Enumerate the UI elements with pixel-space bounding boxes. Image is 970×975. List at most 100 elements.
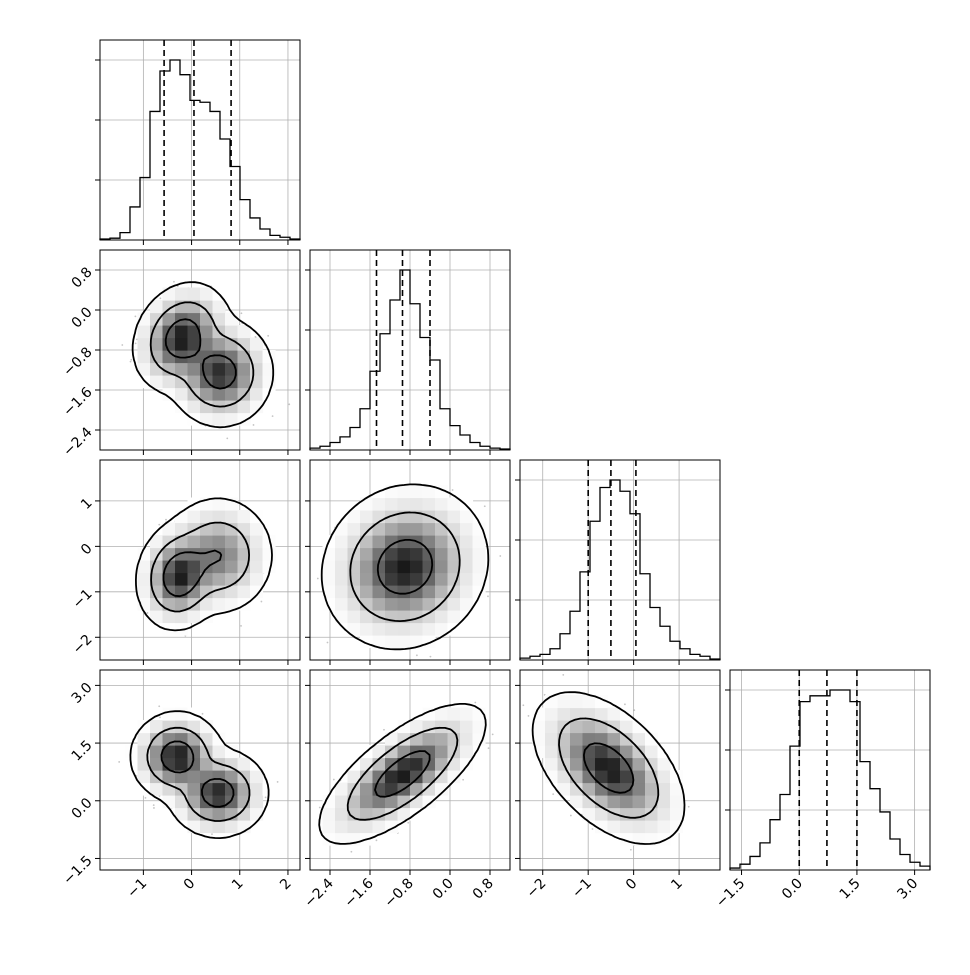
density-cell <box>163 375 176 388</box>
density-cell <box>385 635 398 648</box>
panel-content <box>121 281 290 439</box>
density-cell <box>323 560 336 573</box>
density-cell <box>213 300 226 313</box>
scatter-point <box>173 281 175 283</box>
density-cell <box>175 325 188 338</box>
density-cell <box>188 560 201 573</box>
density-cell <box>200 288 213 301</box>
density-cell <box>225 388 238 401</box>
scatter-point <box>158 524 160 526</box>
panel-content <box>136 498 276 637</box>
density-cell <box>410 498 423 511</box>
density-cell <box>423 498 436 511</box>
density-cell <box>385 523 398 536</box>
density-cell <box>213 338 226 351</box>
density-cell <box>163 288 176 301</box>
density-cell <box>360 548 373 561</box>
scatter-point <box>261 601 263 603</box>
density-cell <box>200 560 213 573</box>
density-cell <box>360 560 373 573</box>
density-cell <box>473 560 486 573</box>
density-cell <box>373 585 386 598</box>
density-cell <box>200 510 213 523</box>
density-cell <box>225 548 238 561</box>
density-cell <box>410 560 423 573</box>
density-cell <box>448 598 461 611</box>
density-cell <box>138 325 151 338</box>
density-cell <box>263 548 276 561</box>
density-cell <box>213 598 226 611</box>
density-cell <box>188 510 201 523</box>
histogram-step <box>100 60 300 240</box>
density-cell <box>250 338 263 351</box>
density-cells <box>138 498 276 636</box>
density-cell <box>150 375 163 388</box>
scatter-point <box>430 656 432 658</box>
density-cell <box>213 510 226 523</box>
scatter-point <box>452 489 454 491</box>
density-cell <box>398 598 411 611</box>
density-cell <box>373 498 386 511</box>
scatter-point <box>165 519 167 521</box>
density-cell <box>398 485 411 498</box>
scatter-point <box>487 595 489 597</box>
density-cell <box>373 623 386 636</box>
histogram-step <box>730 690 930 870</box>
density-cell <box>138 573 151 586</box>
density-cell <box>175 560 188 573</box>
density-cell <box>213 363 226 376</box>
density-cell <box>435 498 448 511</box>
density-cell <box>410 598 423 611</box>
density-cell <box>238 510 251 523</box>
density-cell <box>398 548 411 561</box>
density-cell <box>385 573 398 586</box>
density-cell <box>460 573 473 586</box>
density-cell <box>335 598 348 611</box>
density-cell <box>225 560 238 573</box>
scatter-point <box>135 342 137 344</box>
density-cell <box>163 548 176 561</box>
density-cell <box>385 598 398 611</box>
density-cell <box>410 523 423 536</box>
density-cell <box>200 338 213 351</box>
scatter-point <box>272 415 274 417</box>
density-cell <box>323 573 336 586</box>
density-cell <box>213 548 226 561</box>
density-cell <box>423 560 436 573</box>
scatter-point <box>226 437 228 439</box>
histogram-panel <box>95 40 300 245</box>
scatter-point <box>327 642 329 644</box>
density-cell <box>398 560 411 573</box>
density-cell <box>138 585 151 598</box>
density-cell <box>200 363 213 376</box>
scatter-point <box>267 335 269 337</box>
density-cell <box>175 400 188 413</box>
density-cell <box>335 535 348 548</box>
density-cell <box>448 610 461 623</box>
density-cell <box>213 388 226 401</box>
density-cell <box>213 375 226 388</box>
density-cell <box>398 635 411 648</box>
density-cell <box>460 585 473 598</box>
scatter-point <box>159 716 161 718</box>
scatter-density-panel <box>95 250 300 455</box>
density-cell <box>360 623 373 636</box>
histogram-panel <box>305 250 510 455</box>
density-cell <box>435 510 448 523</box>
density-cell <box>360 573 373 586</box>
density-cell <box>410 623 423 636</box>
histogram-panel <box>725 670 930 875</box>
scatter-point <box>277 781 279 783</box>
scatter-point <box>253 424 255 426</box>
density-cell <box>360 510 373 523</box>
density-cell <box>188 535 201 548</box>
density-cell <box>373 535 386 548</box>
density-cell <box>448 510 461 523</box>
density-cell <box>250 560 263 573</box>
density-cell <box>250 548 263 561</box>
density-cell <box>175 363 188 376</box>
density-cell <box>175 388 188 401</box>
density-cell <box>460 535 473 548</box>
density-cell <box>460 548 473 561</box>
